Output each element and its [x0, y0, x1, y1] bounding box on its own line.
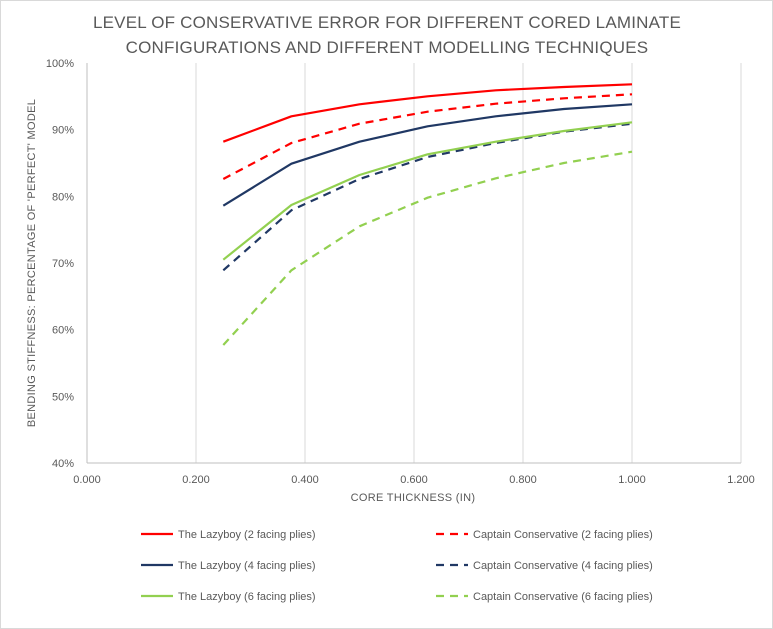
tick-labels: 0.000 0.200 0.400 0.600 0.800 1.000 1.200 40% 50… — [46, 58, 755, 486]
axes — [86, 63, 741, 464]
y-tick-label: 60% — [52, 325, 74, 337]
y-tick-label: 80% — [52, 191, 74, 203]
series-line-5 — [222, 121, 633, 261]
gridlines — [195, 63, 742, 463]
x-tick-label: 0.800 — [509, 474, 537, 486]
series-line-2 — [222, 93, 633, 180]
series-line-6 — [222, 150, 633, 346]
legend-label-4: Captain Conservative (4 facing plies) — [473, 560, 653, 572]
x-tick-label: 0.600 — [400, 474, 428, 486]
legend-label-6: Captain Conservative (6 facing plies) — [473, 591, 653, 603]
chart-title-line-1: LEVEL OF CONSERVATIVE ERROR FOR DIFFEREN… — [93, 13, 681, 32]
series-line-3 — [222, 103, 633, 207]
legend: The Lazyboy (2 facing plies) Captain Cons… — [141, 529, 653, 603]
y-tick-label: 100% — [46, 58, 74, 70]
legend-label-2: Captain Conservative (2 facing plies) — [473, 529, 653, 541]
legend-label-1: The Lazyboy (2 facing plies) — [178, 529, 316, 541]
y-tick-label: 40% — [52, 458, 74, 470]
y-tick-label: 90% — [52, 125, 74, 137]
x-tick-label: 0.200 — [182, 474, 210, 486]
legend-label-3: The Lazyboy (4 facing plies) — [178, 560, 316, 572]
series-line-1 — [222, 83, 633, 143]
x-axis-title: CORE THICKNESS (IN) — [351, 492, 476, 504]
series-line-4 — [222, 122, 633, 272]
chart-title-line-2: CONFIGURATIONS AND DIFFERENT MODELLING T… — [126, 38, 649, 57]
x-tick-label: 1.000 — [618, 474, 646, 486]
x-tick-label: 0.000 — [73, 474, 101, 486]
y-axis-title: BENDING STIFFNESS: PERCENTAGE OF 'PERFEC… — [26, 99, 38, 427]
x-tick-label: 1.200 — [727, 474, 755, 486]
y-tick-label: 50% — [52, 391, 74, 403]
y-tick-label: 70% — [52, 258, 74, 270]
series-lines — [222, 83, 633, 346]
x-tick-label: 0.400 — [291, 474, 319, 486]
legend-label-5: The Lazyboy (6 facing plies) — [178, 591, 316, 603]
